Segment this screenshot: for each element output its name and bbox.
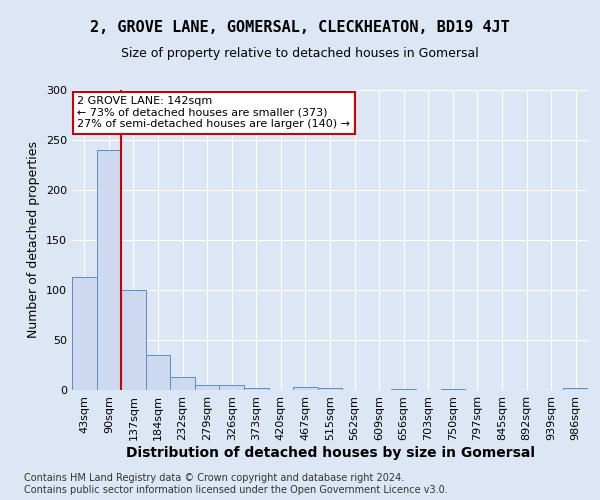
Text: Size of property relative to detached houses in Gomersal: Size of property relative to detached ho… [121,48,479,60]
Bar [170,377,195,390]
Y-axis label: Number of detached properties: Number of detached properties [28,142,40,338]
Bar [318,388,342,390]
Bar [563,388,588,390]
Text: 2, GROVE LANE, GOMERSAL, CLECKHEATON, BD19 4JT: 2, GROVE LANE, GOMERSAL, CLECKHEATON, BD… [90,20,510,35]
Bar [220,385,244,390]
X-axis label: Distribution of detached houses by size in Gomersal: Distribution of detached houses by size … [125,446,535,460]
Bar [440,389,465,390]
Bar [293,387,318,390]
Bar [72,277,97,390]
Bar [391,389,416,390]
Bar [121,290,146,390]
Bar [195,385,220,390]
Bar [244,388,269,390]
Bar [97,150,121,390]
Text: Contains HM Land Registry data © Crown copyright and database right 2024.
Contai: Contains HM Land Registry data © Crown c… [24,474,448,495]
Text: 2 GROVE LANE: 142sqm
← 73% of detached houses are smaller (373)
27% of semi-deta: 2 GROVE LANE: 142sqm ← 73% of detached h… [77,96,350,129]
Bar [146,355,170,390]
